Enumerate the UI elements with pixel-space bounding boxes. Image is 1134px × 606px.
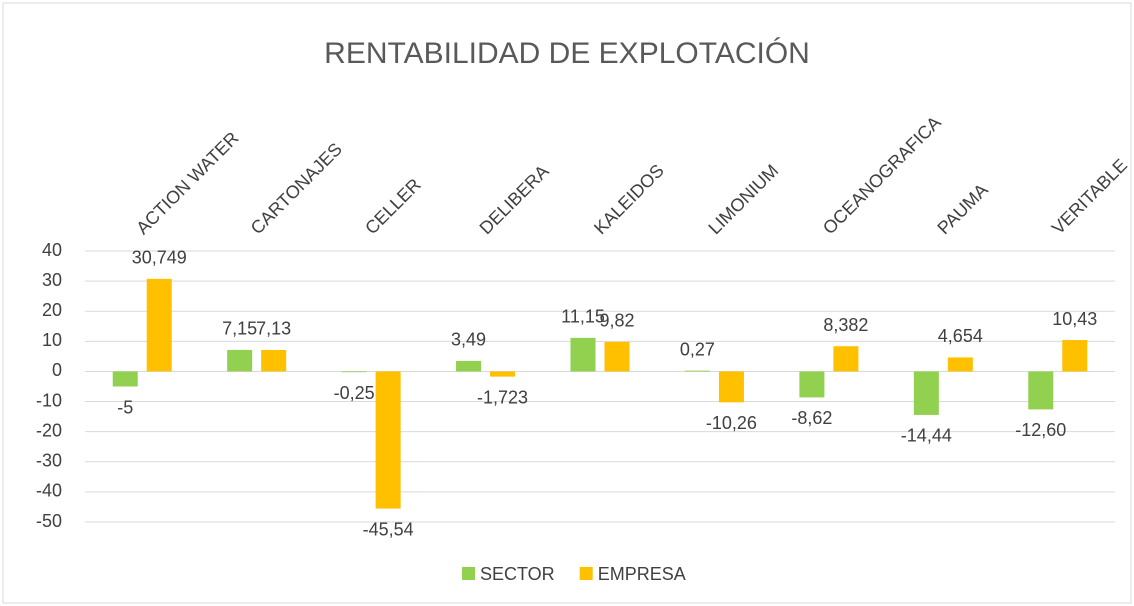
legend-label: EMPRESA bbox=[598, 564, 686, 584]
bar bbox=[490, 371, 516, 377]
bar bbox=[833, 346, 859, 372]
bar bbox=[112, 371, 138, 387]
chart-title: RENTABILIDAD DE EXPLOTACIÓN bbox=[324, 37, 810, 70]
y-tick-label: -50 bbox=[36, 511, 62, 531]
value-label: -14,44 bbox=[901, 426, 952, 446]
value-label: 0,27 bbox=[680, 339, 715, 359]
legend-swatch bbox=[462, 567, 475, 580]
bar bbox=[261, 349, 287, 372]
value-label: 8,382 bbox=[823, 315, 868, 335]
bar bbox=[375, 371, 401, 509]
bar bbox=[1062, 340, 1088, 372]
value-label: -45,54 bbox=[363, 519, 414, 539]
value-label: -0,25 bbox=[334, 383, 375, 403]
value-label: 9,82 bbox=[599, 311, 634, 331]
y-tick-label: -40 bbox=[36, 481, 62, 501]
legend-swatch bbox=[579, 567, 593, 580]
bar bbox=[146, 278, 172, 372]
value-label: -5 bbox=[117, 397, 133, 417]
y-tick-label: -20 bbox=[36, 420, 62, 440]
value-label: -1,723 bbox=[477, 387, 528, 407]
y-tick-label: 20 bbox=[42, 300, 62, 320]
bar bbox=[227, 349, 253, 372]
y-tick-label: 0 bbox=[52, 360, 62, 380]
value-label: 11,15 bbox=[561, 307, 605, 327]
bar bbox=[718, 371, 744, 403]
value-label: 30,749 bbox=[132, 248, 187, 268]
bar bbox=[456, 360, 482, 372]
value-label: 3,49 bbox=[451, 330, 486, 350]
value-label: 7,13 bbox=[256, 319, 291, 339]
bar bbox=[341, 371, 367, 373]
y-tick-label: -30 bbox=[36, 451, 62, 471]
bar bbox=[799, 371, 825, 398]
y-tick-label: 10 bbox=[42, 330, 62, 350]
legend-label: SECTOR bbox=[480, 564, 555, 584]
y-tick-label: 30 bbox=[42, 270, 62, 290]
value-label: -10,26 bbox=[706, 413, 757, 433]
bar bbox=[1028, 371, 1054, 410]
bar bbox=[947, 357, 973, 372]
value-label: -8,62 bbox=[791, 408, 832, 428]
y-tick-label: 40 bbox=[42, 240, 62, 260]
bar bbox=[913, 371, 939, 415]
value-label: 4,654 bbox=[938, 326, 983, 346]
bar bbox=[684, 370, 710, 372]
value-label: 7,15 bbox=[222, 319, 257, 339]
bar bbox=[570, 337, 596, 372]
value-label: 10,43 bbox=[1052, 309, 1097, 329]
bar bbox=[604, 341, 630, 372]
value-label: -12,60 bbox=[1015, 420, 1066, 440]
y-tick-label: -10 bbox=[36, 390, 62, 410]
